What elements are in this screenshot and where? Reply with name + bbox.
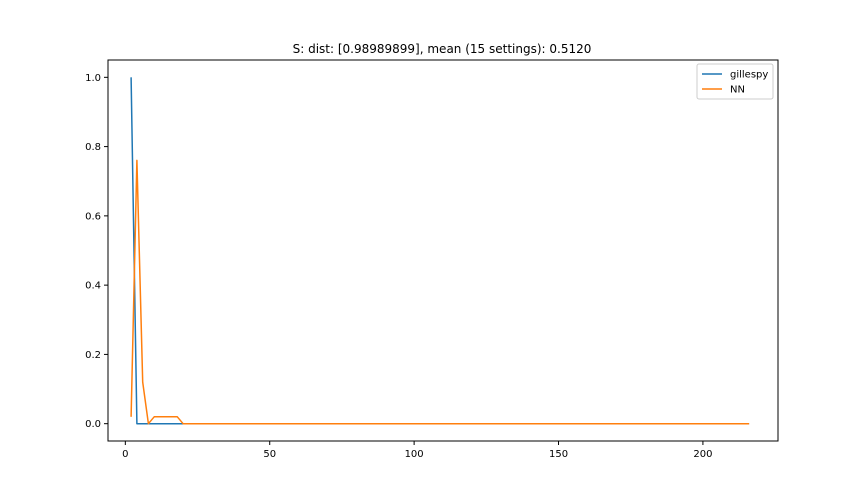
x-tick-label: 200: [693, 449, 712, 460]
x-tick-label: 50: [263, 449, 276, 460]
series-lines: [130, 77, 750, 425]
legend-label: gillespy: [730, 70, 768, 81]
x-tick-label: 100: [405, 449, 424, 460]
plot-area-frame: [107, 59, 779, 442]
series-line-nn: [130, 159, 750, 425]
y-tick-label: 0.0: [85, 419, 101, 430]
chart-title: S: dist: [0.98989899], mean (15 settings…: [293, 42, 592, 56]
y-tick-label: 0.2: [85, 350, 101, 361]
legend-label: NN: [730, 85, 745, 96]
x-tick-label: 150: [549, 449, 568, 460]
x-tick-label: 0: [122, 449, 128, 460]
y-tick-label: 0.4: [85, 281, 101, 292]
x-axis-ticks: 0 50 100 150 200: [122, 441, 712, 460]
legend: gillespy NN: [696, 63, 774, 100]
y-tick-label: 1.0: [85, 73, 101, 84]
y-axis-ticks: 0.0 0.2 0.4 0.6 0.8 1.0: [85, 73, 108, 430]
legend-box: [696, 63, 774, 100]
y-tick-label: 0.6: [85, 211, 101, 222]
y-tick-label: 0.8: [85, 142, 101, 153]
